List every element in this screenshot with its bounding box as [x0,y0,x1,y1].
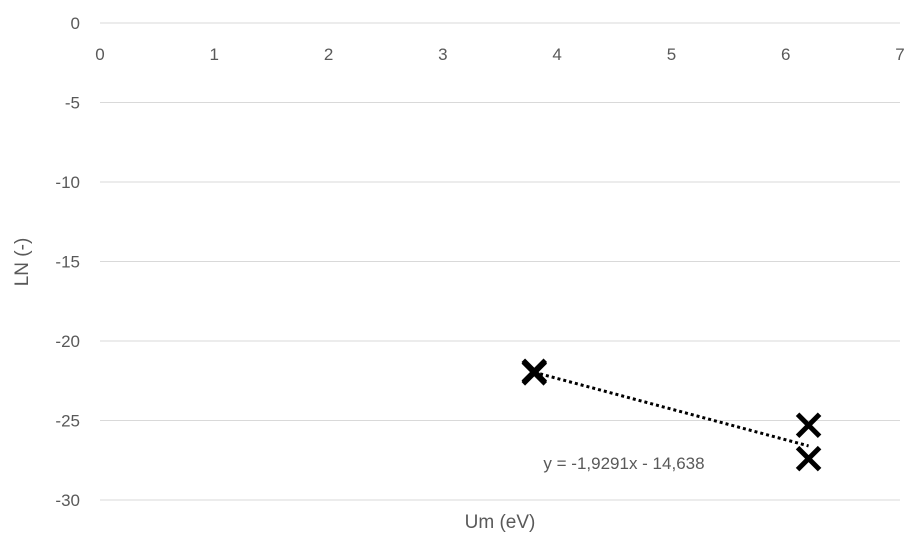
x-tick-label: 1 [210,45,219,64]
data-point [521,360,548,386]
y-tick-label: -15 [55,253,80,272]
x-axis-title: Um (eV) [465,512,536,533]
x-axis-ticks: 0 1 2 3 4 5 6 7 [95,45,904,64]
y-tick-label: -20 [55,332,80,351]
x-tick-label: 3 [438,45,447,64]
y-axis-ticks: 0 -5 -10 -15 -20 -25 -30 [55,14,80,510]
y-tick-label: 0 [71,14,80,33]
x-tick-label: 0 [95,45,104,64]
data-point [795,412,822,439]
trendline-equation: y = -1,9291x - 14,638 [543,454,704,473]
gridlines [100,22,900,501]
y-tick-label: -10 [55,173,80,192]
trendline [533,370,809,448]
y-tick-label: -30 [55,491,80,510]
data-points [521,358,822,472]
y-axis-title: LN (-) [12,238,33,287]
x-tick-label: 5 [667,45,676,64]
data-point [795,445,822,472]
x-tick-label: 2 [324,45,333,64]
x-tick-label: 4 [552,45,561,64]
y-tick-label: -25 [55,412,80,431]
x-tick-label: 6 [781,45,790,64]
trendline-group [533,370,809,448]
x-tick-label: 7 [895,45,904,64]
y-tick-label: -5 [65,94,80,113]
